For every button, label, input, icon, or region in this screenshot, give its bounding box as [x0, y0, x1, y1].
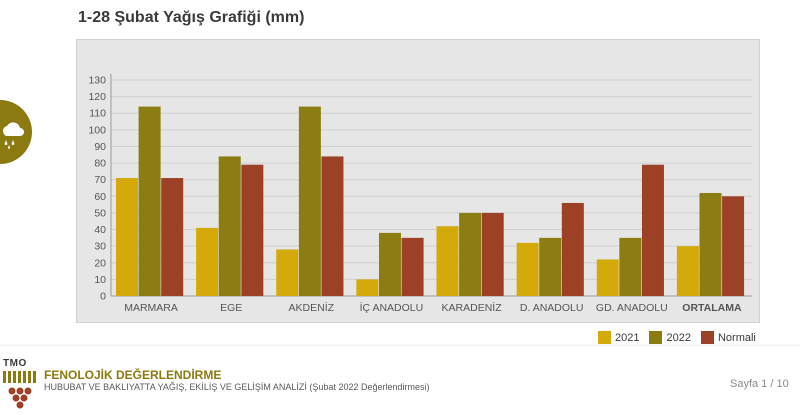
legend-label-2021: 2021 — [615, 331, 640, 344]
y-tick-label: 20 — [94, 257, 106, 269]
x-tick-label: GD. ANADOLU — [596, 302, 668, 314]
chart-legend: 2021 2022 Normali — [598, 331, 766, 344]
bar-2022 — [539, 237, 562, 296]
footer — [0, 346, 800, 415]
bar-2021 — [356, 279, 379, 296]
rain-cloud-icon — [2, 122, 25, 149]
bar-2021 — [276, 249, 299, 296]
bar-normali — [241, 164, 264, 296]
footer-subtitle: HUBUBAT VE BAKLIYATTA YAĞIŞ, EKİLİŞ VE G… — [44, 382, 430, 392]
x-tick-label: İÇ ANADOLU — [360, 301, 424, 314]
bar-2021 — [676, 246, 699, 296]
tmo-wheat-logo-icon — [3, 371, 36, 409]
y-tick-label: 90 — [94, 141, 106, 153]
bar-normali — [641, 164, 664, 296]
legend-label-2022: 2022 — [666, 331, 691, 344]
y-tick-label: 110 — [89, 108, 106, 120]
bar-2022 — [459, 212, 482, 296]
bar-2021 — [196, 227, 219, 296]
precipitation-bar-chart: 0 10 20 30 40 50 60 70 80 90 100 110 120 130 MARMARA EG… — [88, 74, 752, 314]
bar-normali — [161, 178, 184, 296]
y-tick-label: 0 — [100, 291, 106, 303]
bar-normali — [561, 202, 584, 296]
bar-2022 — [138, 106, 161, 296]
x-tick-label: MARMARA — [124, 302, 178, 314]
page-number: Sayfa 1 / 10 — [730, 378, 789, 390]
bar-2022 — [378, 232, 401, 296]
legend-item-2021: 2021 — [598, 331, 639, 344]
legend-item-normali: Normali — [700, 331, 756, 344]
x-tick-label: KARADENİZ — [442, 301, 503, 314]
y-tick-label: 80 — [94, 158, 106, 170]
y-tick-label: 100 — [88, 124, 106, 136]
y-tick-label: 120 — [88, 91, 106, 103]
bar-2022 — [619, 237, 642, 296]
weather-badge — [0, 100, 32, 164]
bar-2021 — [516, 242, 539, 296]
bar-2021 — [436, 226, 459, 296]
y-tick-label: 60 — [94, 191, 106, 203]
legend-swatch-2022 — [649, 331, 663, 344]
legend-label-normali: Normali — [717, 331, 756, 344]
bar-2022 — [699, 192, 722, 296]
y-tick-label: 70 — [94, 174, 106, 186]
bar-2022 — [298, 106, 321, 296]
page-title: 1-28 Şubat Yağış Grafiği (mm) — [78, 9, 305, 26]
y-tick-label: 30 — [94, 241, 106, 253]
bar-normali — [321, 156, 344, 296]
legend-item-2022: 2022 — [649, 331, 691, 344]
legend-swatch-2021 — [598, 331, 611, 344]
bar-normali — [481, 212, 504, 296]
footer-title: FENOLOJİK DEĞERLENDİRME — [44, 368, 222, 382]
bar-normali — [722, 196, 745, 296]
x-tick-label: EGE — [220, 302, 242, 314]
legend-swatch-normali — [700, 331, 714, 344]
y-tick-label: 10 — [94, 274, 106, 286]
x-tick-label: AKDENİZ — [289, 301, 335, 314]
bar-2021 — [596, 259, 619, 296]
bar-normali — [401, 237, 424, 296]
x-tick-label: D. ANADOLU — [520, 302, 584, 314]
bar-2022 — [218, 156, 241, 296]
x-tick-label: ORTALAMA — [682, 302, 742, 314]
y-tick-label: 130 — [88, 75, 106, 87]
y-tick-label: 50 — [94, 207, 106, 219]
footer-logo-text: TMO — [3, 358, 27, 369]
y-tick-label: 40 — [94, 224, 106, 236]
bar-2021 — [116, 178, 138, 296]
